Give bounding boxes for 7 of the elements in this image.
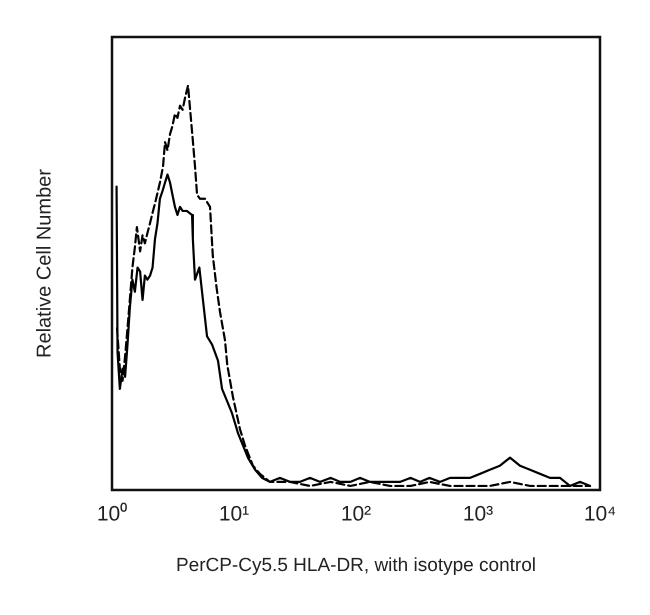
x-tick-label: 10⁴ bbox=[584, 502, 616, 526]
x-tick-label: 10¹ bbox=[218, 502, 250, 526]
x-tick-label: 10⁰ bbox=[96, 502, 128, 526]
x-tick-label: 10³ bbox=[462, 502, 494, 526]
y-axis-title: Relative Cell Number bbox=[34, 168, 56, 358]
x-tick-label: 10² bbox=[340, 502, 372, 526]
x-axis-title: PerCP-Cy5.5 HLA-DR, with isotype control bbox=[176, 554, 536, 576]
